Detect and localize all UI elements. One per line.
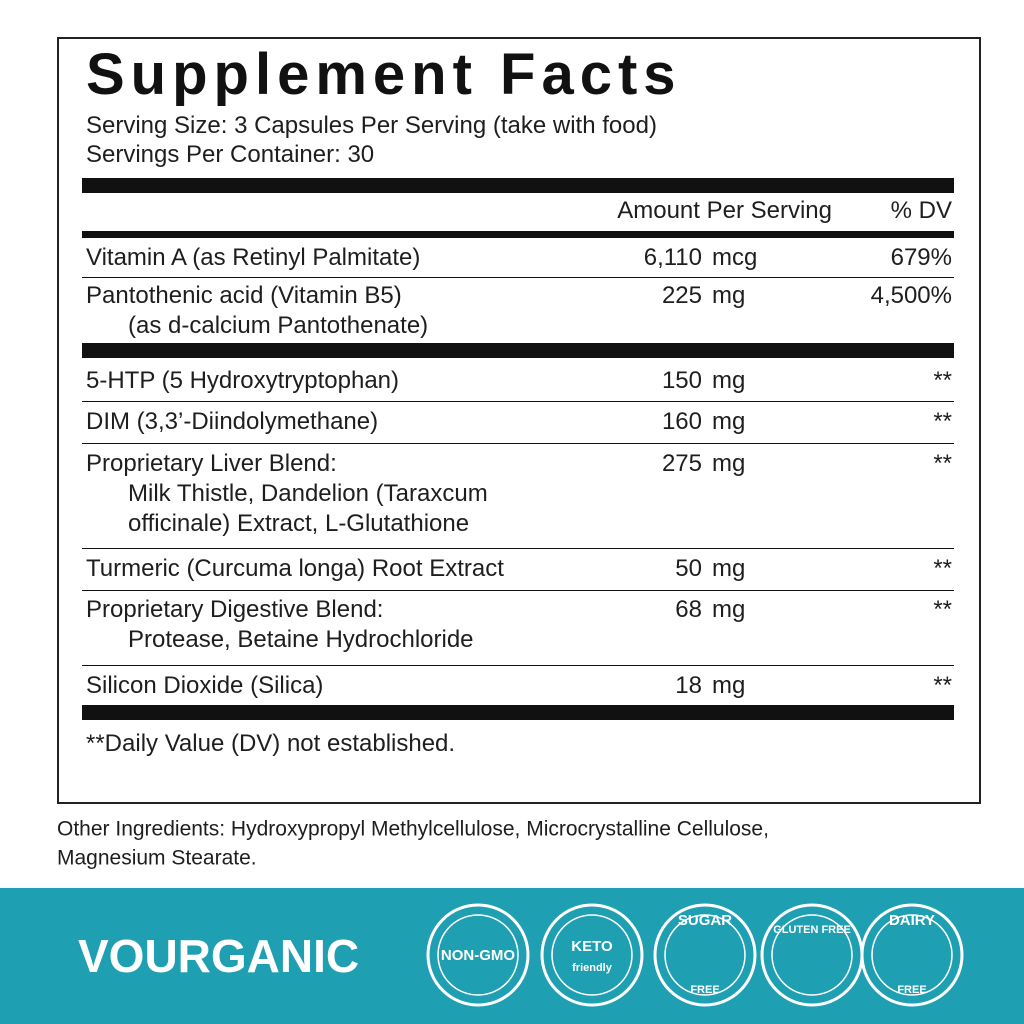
divider <box>82 705 954 720</box>
unit: mg <box>712 596 746 623</box>
badge-inner <box>771 914 853 996</box>
badge-ring <box>653 903 757 1007</box>
divider <box>82 665 954 666</box>
divider <box>82 590 954 591</box>
ingredient-detail: officinale) Extract, L-Glutathione <box>128 510 470 537</box>
badge-text: FREE <box>690 984 719 996</box>
badge-ring <box>426 903 530 1007</box>
amount: 275 <box>661 450 702 477</box>
unit: mg <box>712 282 746 309</box>
daily-value: ** <box>933 555 952 582</box>
badge-ring <box>860 903 964 1007</box>
ingredient-detail: (as d-calcium Pantothenate) <box>128 312 429 339</box>
unit: mg <box>712 450 746 477</box>
badge-text: SUGAR <box>678 912 732 929</box>
unit: mg <box>712 408 746 435</box>
facts-panel <box>57 37 981 804</box>
footnote: **Daily Value (DV) not established. <box>86 730 456 757</box>
servings-per-container: Servings Per Container: 30 <box>86 141 375 168</box>
amount: 150 <box>661 367 702 394</box>
other-ingredients: Other Ingredients: Hydroxypropyl Methylc… <box>57 817 769 841</box>
badge-text: GLUTEN FREE <box>773 924 851 936</box>
divider <box>82 548 954 549</box>
ingredient-name: Pantothenic acid (Vitamin B5) <box>86 282 402 309</box>
unit: mg <box>712 555 746 582</box>
amount: 6,110 <box>643 244 702 271</box>
ingredient-name: 5-HTP (5 Hydroxytryptophan) <box>86 367 400 394</box>
unit: mg <box>712 367 746 394</box>
divider <box>82 443 954 444</box>
badge-inner <box>551 914 633 996</box>
daily-value: 679% <box>890 244 952 271</box>
badge-text: NON-GMO <box>441 947 515 964</box>
badge-ring <box>540 903 644 1007</box>
amount: 50 <box>675 555 702 582</box>
unit: mg <box>712 672 746 699</box>
title: Supplement Facts <box>86 42 682 107</box>
ingredient-detail: Protease, Betaine Hydrochloride <box>128 626 474 653</box>
brand-band <box>0 888 1024 1024</box>
amount: 68 <box>675 596 702 623</box>
unit: mcg <box>712 244 758 271</box>
column-header: % DV <box>890 197 952 224</box>
badge-text: KETO <box>571 938 613 955</box>
badge-text: DAIRY <box>889 912 935 929</box>
badge-text: friendly <box>572 962 613 974</box>
ingredient-name: Proprietary Digestive Blend: <box>86 596 384 623</box>
divider <box>82 178 954 193</box>
badge-inner <box>437 914 519 996</box>
badge-inner <box>664 914 746 996</box>
badge-inner <box>871 914 953 996</box>
daily-value: 4,500% <box>870 282 952 309</box>
badge-text: FREE <box>897 984 926 996</box>
ingredient-name: DIM (3,3’-Diindolymethane) <box>86 408 379 435</box>
divider <box>82 231 954 238</box>
daily-value: ** <box>933 450 952 477</box>
amount: 225 <box>661 282 702 309</box>
daily-value: ** <box>933 672 952 699</box>
daily-value: ** <box>933 408 952 435</box>
daily-value: ** <box>933 596 952 623</box>
column-header: Amount Per Serving <box>617 197 832 224</box>
divider <box>82 343 954 358</box>
divider <box>82 277 954 278</box>
other-ingredients: Magnesium Stearate. <box>57 846 257 870</box>
ingredient-name: Silicon Dioxide (Silica) <box>86 672 324 699</box>
ingredient-detail: Milk Thistle, Dandelion (Taraxcum <box>128 480 488 507</box>
amount: 18 <box>675 672 702 699</box>
daily-value: ** <box>933 367 952 394</box>
ingredient-name: Turmeric (Curcuma longa) Root Extract <box>86 555 504 582</box>
ingredient-name: Proprietary Liver Blend: <box>86 450 337 477</box>
serving-size: Serving Size: 3 Capsules Per Serving (ta… <box>86 112 657 139</box>
divider <box>82 401 954 402</box>
amount: 160 <box>661 408 702 435</box>
badge-ring <box>760 903 864 1007</box>
ingredient-name: Vitamin A (as Retinyl Palmitate) <box>86 244 421 271</box>
brand: VOURGANIC <box>78 930 360 982</box>
